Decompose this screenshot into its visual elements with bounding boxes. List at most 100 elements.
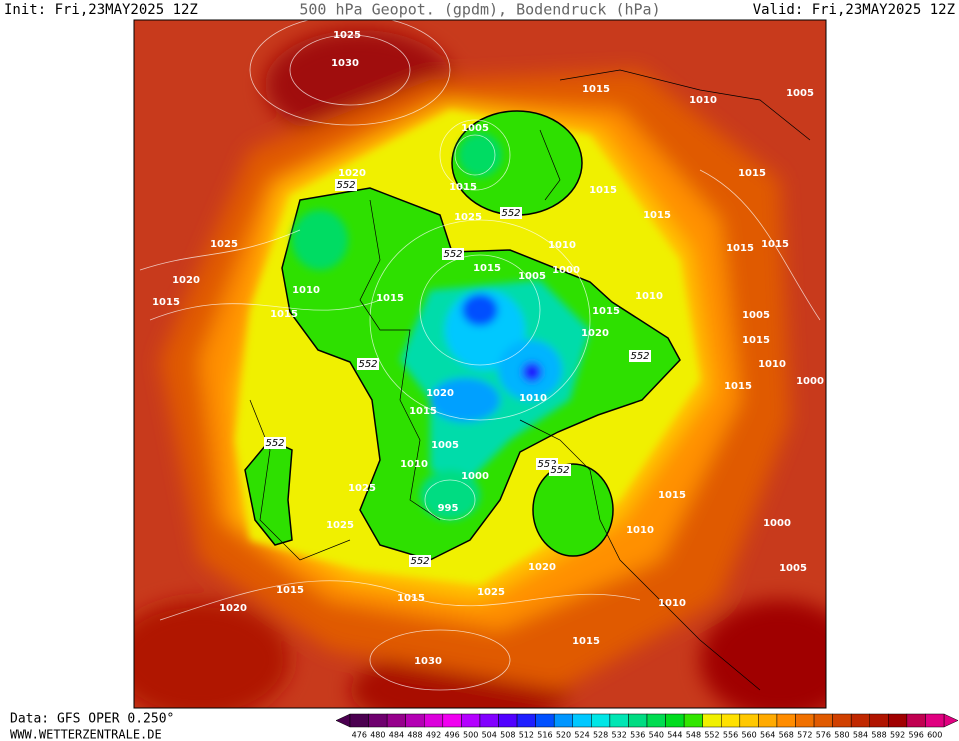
height-label-box [335,179,357,191]
scale-swatch [665,713,685,728]
scale-swatch [925,713,945,728]
scale-swatch [776,713,796,728]
scale-arrow-high [943,713,959,728]
isobar-label: 1015 [643,210,671,221]
isobar-label: 1015 [589,185,617,196]
scale-swatch [349,713,369,728]
isobar-label: 1000 [461,471,489,482]
isobar-label: 1020 [528,562,556,573]
site-url: WWW.WETTERZENTRALE.DE [10,728,162,741]
scale-swatch [591,713,611,728]
isobar-label: 1000 [796,376,824,387]
scale-swatch [405,713,425,728]
isobar-label: 1020 [219,603,247,614]
map-field [134,20,826,708]
scale-label: 548 [686,731,701,740]
height-label: 552 [410,556,429,567]
scale-swatch [850,713,870,728]
height-label: 552 [443,249,462,260]
isobar-label: 1025 [210,239,238,250]
isobar-label: 1015 [152,297,180,308]
isobar-label: 1015 [761,239,789,250]
height-label: 552 [336,180,355,191]
scale-swatch [461,713,481,728]
isobar-label: 1015 [276,585,304,596]
height-label-box [264,437,286,449]
isobar-label: 1025 [454,212,482,223]
isobar-label: 1015 [572,636,600,647]
scale-label: 564 [760,731,775,740]
scale-swatch [758,713,778,728]
scale-swatch [683,713,703,728]
scale-label: 572 [797,731,812,740]
scale-label: 512 [519,731,534,740]
scale-label: 552 [704,731,719,740]
init-time: Init: Fri,23MAY2025 12Z [4,2,198,18]
scale-swatch [739,713,759,728]
scale-swatch [888,713,908,728]
scale-label: 584 [853,731,868,740]
isobar-label: 1005 [742,310,770,321]
scale-label: 520 [556,731,571,740]
scale-label: 476 [352,731,367,740]
scale-label: 560 [741,731,756,740]
height-label: 552 [630,351,649,362]
isobar-label: 1015 [738,168,766,179]
scale-label: 568 [779,731,794,740]
scale-swatch [516,713,536,728]
scale-swatch [628,713,648,728]
valid-time: Valid: Fri,23MAY2025 12Z [753,2,955,18]
scale-label: 596 [909,731,924,740]
color-scale: 476 480 484 488 492 496 500 504 508 512 516 520 524 5… [335,713,959,740]
scale-label: 576 [816,731,831,740]
scale-swatch [424,713,444,728]
scale-swatch [721,713,741,728]
isobar-label: 1015 [409,406,437,417]
isobar-label: 1010 [292,285,320,296]
isobar-label: 1010 [548,240,576,251]
scale-label: 528 [593,731,608,740]
isobar-label: 1030 [414,656,442,667]
isobar-label: 1015 [449,182,477,193]
isobar-label: 1015 [724,381,752,392]
scale-swatch [572,713,592,728]
scale-label: 508 [500,731,515,740]
scale-label: 516 [537,731,552,740]
isobar-label: 1005 [786,88,814,99]
height-label: 552 [358,359,377,370]
isobar-label: 1000 [552,265,580,276]
scale-label: 580 [834,731,849,740]
height-label: 552 [265,438,284,449]
scale-arrow-low [335,713,351,728]
height-label-box [442,248,464,260]
scale-swatch [442,713,462,728]
isobar-label: 1030 [331,58,359,69]
height-label-box [629,350,651,362]
isobar-label: 1020 [581,328,609,339]
isobar-label: 1020 [172,275,200,286]
isobar-label: 1025 [326,520,354,531]
scale-label: 536 [630,731,645,740]
scale-swatch [386,713,406,728]
scale-swatch [553,713,573,728]
map-labels: 1025 1030 1005 1015 1025 1020 1025 1020 1015 1010… [152,30,824,667]
isobar-label: 1025 [477,587,505,598]
scale-label: 592 [890,731,905,740]
height-label-box [500,207,522,219]
isobar-label: 1015 [270,309,298,320]
isobar-label: 1005 [461,123,489,134]
scale-swatch [368,713,388,728]
height-label: 552 [550,465,569,476]
scale-label: 500 [463,731,478,740]
isobar-label: 1015 [742,335,770,346]
scale-swatch [479,713,499,728]
scale-label: 532 [612,731,627,740]
scale-swatch [535,713,555,728]
isobar-label: 1000 [763,518,791,529]
isobar-label: 1010 [689,95,717,106]
scale-swatch [646,713,666,728]
scale-swatch [832,713,852,728]
scale-label: 588 [871,731,886,740]
